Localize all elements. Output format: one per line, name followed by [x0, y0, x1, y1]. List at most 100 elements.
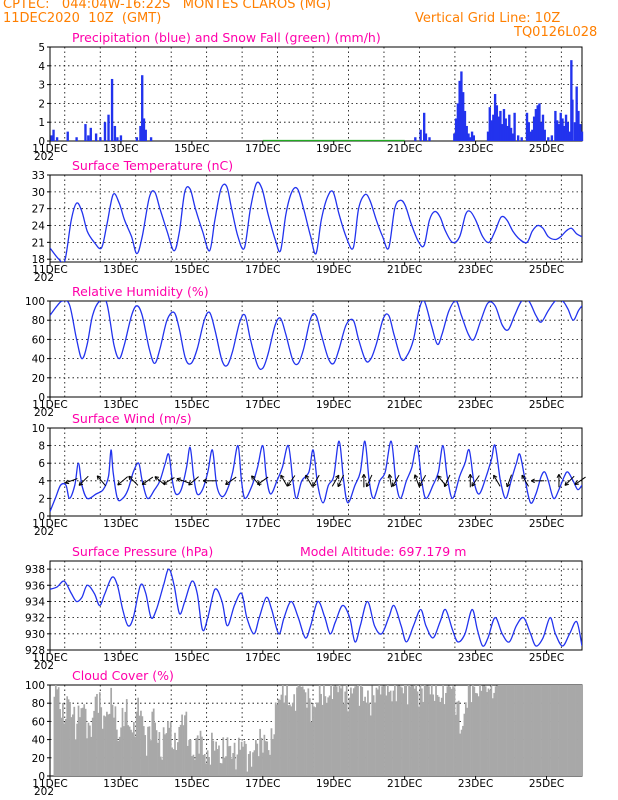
- cloud-bar: [242, 746, 244, 776]
- cloud-bar: [253, 750, 256, 776]
- x-tick-label: 13DEC: [103, 652, 138, 664]
- cloud-bar: [402, 693, 405, 776]
- x-tick-label: 17DEC: [245, 143, 280, 155]
- wind-arrow-head: [251, 475, 253, 480]
- cloud-bar: [428, 686, 430, 776]
- cloud-bar: [181, 714, 183, 776]
- cloud-bar: [169, 722, 172, 776]
- precip-bar: [465, 125, 468, 141]
- cloud-bar: [94, 696, 97, 776]
- cloud-bar: [308, 698, 311, 776]
- series-line: [50, 181, 582, 262]
- x-year-label: 202: [34, 660, 54, 672]
- cloud-bar: [385, 695, 388, 776]
- wind-arrow-shaft: [162, 477, 175, 485]
- cloud-bar: [357, 685, 359, 776]
- cloud-bar: [80, 708, 83, 776]
- cloud-bar: [216, 749, 219, 776]
- cloud-bar: [142, 726, 145, 776]
- cloud-bar: [562, 685, 565, 776]
- cloud-bar: [97, 712, 100, 776]
- cloud-bar: [86, 738, 88, 776]
- precip-bar: [520, 137, 523, 141]
- cloud-bar: [266, 741, 269, 776]
- wind-arrow-head: [437, 475, 442, 478]
- cloud-bar: [98, 692, 101, 776]
- header-vgrid: Vertical Grid Line: 10Z: [415, 11, 561, 26]
- cloud-bar: [159, 756, 162, 776]
- cloud-bar: [504, 685, 507, 776]
- cloud-bar: [233, 742, 236, 776]
- wind-arrow-head: [280, 474, 285, 478]
- wind-arrow-head: [574, 480, 578, 485]
- precip-bar: [142, 118, 146, 141]
- cloud-bar: [411, 685, 413, 776]
- cloud-bar: [432, 694, 435, 776]
- cloud-bar: [429, 694, 432, 776]
- cloud-bar: [457, 700, 460, 776]
- cloud-bar: [185, 711, 188, 776]
- cloud-bar: [167, 721, 169, 776]
- x-tick-label: 25DEC: [529, 518, 564, 530]
- panel-title: Surface Temperature (nC): [72, 158, 233, 173]
- wind-arrow-head: [506, 483, 511, 488]
- cloud-bar: [291, 702, 294, 776]
- y-tick-label: 4: [38, 61, 45, 73]
- y-tick-label: 10: [32, 423, 45, 435]
- precip-bar: [579, 124, 582, 141]
- wind-arrow-shaft: [287, 475, 296, 487]
- cloud-bar: [297, 685, 300, 776]
- cloud-bar: [449, 686, 452, 776]
- cloud-bar: [473, 686, 476, 776]
- cloud-bar: [323, 685, 325, 776]
- x-tick-label: 21DEC: [387, 264, 422, 276]
- cloud-bar: [392, 690, 395, 776]
- precip-bar: [540, 122, 543, 141]
- cloud-bar: [71, 714, 74, 776]
- precip-bar: [116, 137, 119, 141]
- precip-bar: [149, 137, 153, 141]
- panel-frame: [49, 300, 583, 398]
- cloud-bar: [501, 685, 504, 776]
- cloud-bar: [73, 706, 76, 776]
- cloud-bar: [60, 717, 63, 776]
- cloud-bar: [369, 715, 372, 776]
- cloud-bar: [523, 685, 525, 776]
- cloud-bar: [203, 753, 206, 776]
- cloud-bar: [213, 750, 216, 776]
- cloud-bar: [487, 688, 490, 776]
- cloud-bar: [101, 728, 104, 776]
- cloud-bar: [565, 685, 568, 776]
- precip-bar: [509, 127, 513, 141]
- wind-arrow-head: [558, 474, 562, 479]
- x-tick-label: 17DEC: [245, 264, 280, 276]
- cloud-bar: [364, 696, 366, 776]
- y-tick-label: 3: [38, 80, 45, 92]
- cloud-bar: [320, 693, 322, 776]
- cloud-bar: [284, 695, 287, 776]
- cloud-bar: [223, 757, 226, 776]
- x-year-label: 202: [34, 526, 54, 538]
- x-tick-label: 19DEC: [316, 518, 351, 530]
- cloud-bar: [70, 717, 73, 776]
- cloud-bar: [311, 703, 314, 776]
- x-tick-label: 17DEC: [245, 399, 280, 411]
- cloud-bar: [298, 685, 301, 776]
- cloud-bar: [277, 698, 280, 776]
- cloud-bar: [229, 745, 232, 776]
- cloud-bar: [240, 741, 243, 776]
- wind-arrow-shaft: [564, 475, 575, 486]
- wind-arrow-shaft: [493, 474, 501, 487]
- precip-bar: [568, 131, 571, 141]
- cloud-bar: [168, 727, 171, 776]
- wind-arrow-shaft: [437, 475, 447, 487]
- cloud-bar: [202, 754, 205, 776]
- cloud-bar: [474, 692, 477, 776]
- cloud-bar: [335, 686, 338, 776]
- wind-arrow-head: [564, 483, 569, 486]
- cloud-bar: [386, 685, 389, 776]
- wind-arrow-shaft: [312, 474, 320, 487]
- precip-bar: [531, 129, 534, 141]
- cloud-bar: [279, 699, 281, 776]
- cloud-bar: [463, 713, 466, 776]
